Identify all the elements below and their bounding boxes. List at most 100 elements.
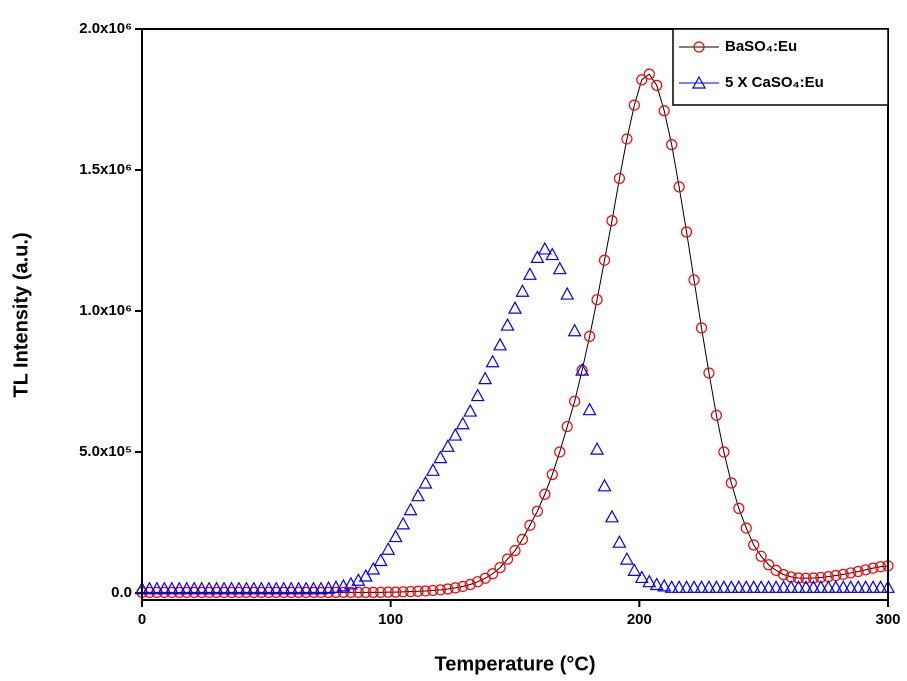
point (522, 267, 537, 280)
point (583, 330, 596, 342)
point (202, 581, 217, 595)
point (493, 337, 508, 351)
point (597, 478, 612, 492)
point (763, 559, 775, 571)
point (649, 577, 664, 591)
point (621, 133, 633, 145)
point (828, 580, 843, 593)
point (792, 572, 805, 584)
point (666, 139, 678, 151)
point (791, 580, 806, 593)
point (239, 581, 254, 595)
point (569, 395, 581, 407)
point (561, 420, 573, 433)
point (358, 568, 373, 582)
point (867, 562, 879, 574)
point (464, 578, 476, 591)
point (425, 463, 440, 476)
point (231, 581, 246, 595)
point (306, 581, 321, 595)
point (680, 226, 693, 238)
point (516, 533, 529, 545)
point (739, 580, 754, 593)
point (373, 553, 388, 567)
y-tick-label: 1.5x10⁶ (79, 161, 132, 178)
point (142, 581, 157, 595)
point (500, 317, 515, 331)
point (755, 550, 767, 562)
point (837, 568, 849, 580)
point (515, 283, 530, 297)
point (412, 585, 424, 597)
y-tick-label: 2.0x10⁶ (79, 20, 132, 37)
point (375, 586, 387, 598)
point (851, 580, 866, 593)
point (590, 441, 605, 455)
y-tick-label: 0.0 (111, 584, 132, 601)
point (448, 427, 463, 441)
legend-marker (691, 75, 707, 89)
y-axis-title: TL Intensity (a.u.) (10, 232, 32, 397)
x-tick-label: 0 (138, 611, 146, 628)
point (321, 580, 336, 594)
point (418, 475, 433, 489)
point (560, 286, 575, 300)
point (299, 581, 314, 595)
point (664, 580, 679, 593)
point (716, 580, 731, 593)
y-tick-label: 1.0x10⁶ (79, 302, 132, 319)
point (478, 371, 493, 385)
y-tick-label: 5.0x10⁵ (79, 443, 132, 460)
point (187, 581, 202, 595)
point (396, 516, 411, 530)
point (776, 580, 791, 593)
point (254, 581, 269, 595)
point (164, 581, 179, 595)
point (567, 323, 582, 337)
point (873, 580, 888, 593)
point (545, 247, 560, 261)
point (455, 416, 470, 430)
point (695, 322, 708, 334)
point (388, 529, 403, 543)
point (740, 522, 752, 534)
point (284, 581, 299, 595)
point (328, 580, 343, 593)
point (800, 572, 812, 584)
point (539, 488, 551, 500)
legend-marker (693, 41, 705, 53)
x-tick-label: 300 (875, 611, 900, 628)
point (709, 580, 724, 593)
point (442, 583, 454, 595)
point (748, 539, 760, 551)
point (470, 388, 485, 402)
point (821, 580, 836, 593)
point (798, 580, 813, 593)
point (507, 300, 523, 314)
point (642, 574, 657, 588)
point (472, 576, 484, 588)
point (157, 581, 172, 595)
point (679, 580, 694, 593)
point (591, 294, 603, 306)
point (807, 572, 820, 584)
point (552, 261, 567, 275)
point (404, 585, 417, 598)
x-axis-title: Temperature (°C) (435, 653, 596, 675)
point (718, 446, 730, 458)
point (457, 580, 469, 593)
point (172, 581, 187, 595)
point (433, 450, 448, 464)
point (276, 581, 291, 595)
point (179, 581, 194, 595)
point (217, 581, 232, 595)
point (194, 581, 209, 595)
point (494, 561, 506, 574)
point (501, 553, 514, 565)
point (209, 581, 224, 595)
point (269, 581, 284, 595)
point (224, 581, 239, 595)
point (636, 74, 648, 86)
point (604, 509, 619, 523)
point (554, 446, 566, 458)
